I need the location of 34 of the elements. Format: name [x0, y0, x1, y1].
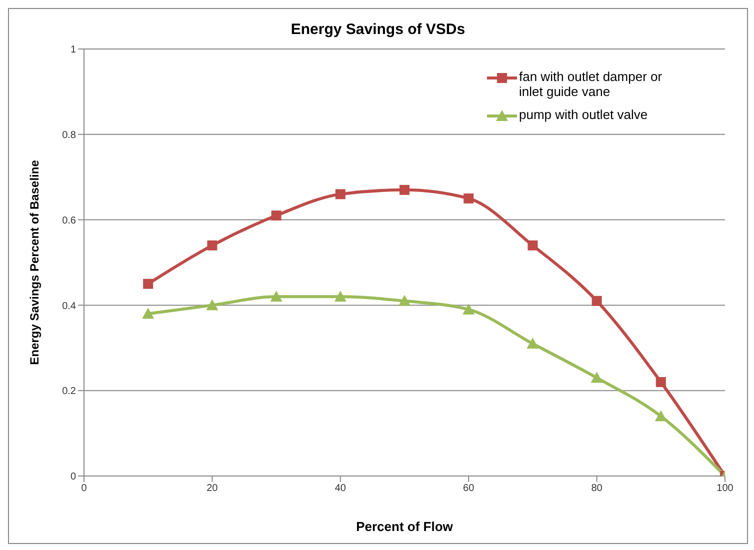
y-tick-label: 1: [70, 44, 76, 56]
x-tick-label: 20: [206, 483, 218, 494]
x-tick-label: 80: [591, 483, 603, 494]
point: [400, 184, 410, 195]
point: [656, 377, 666, 388]
point: [270, 290, 282, 302]
x-tick-label: 60: [463, 483, 475, 494]
legend-label: fan with outlet damper or inlet guide vane: [519, 69, 664, 99]
point: [526, 338, 539, 349]
point: [206, 299, 218, 310]
y-tick-label: 0.4: [62, 300, 76, 312]
point: [334, 290, 346, 302]
y-tick-label: 0: [70, 472, 76, 483]
point: [592, 296, 602, 306]
point: [143, 278, 154, 289]
y-axis-title: Energy Savings Percent of Baseline: [27, 160, 42, 365]
point: [590, 372, 603, 383]
point: [335, 189, 346, 200]
y-tick-label: 0.8: [62, 130, 76, 141]
chart-title: Energy Savings of VSDs: [290, 21, 466, 38]
point: [398, 294, 410, 306]
point: [271, 210, 282, 221]
point: [464, 193, 474, 204]
x-tick-label: 40: [334, 483, 346, 494]
point: [142, 308, 154, 319]
legend-label: pump with outlet valve: [519, 107, 648, 122]
x-axis-title: Percent of Flow: [356, 519, 454, 534]
point: [528, 240, 538, 250]
x-tick-label: 100: [716, 483, 734, 494]
point: [462, 303, 475, 314]
x-tick-label: 0: [81, 483, 88, 494]
y-tick-label: 0.2: [62, 386, 76, 398]
point: [207, 240, 218, 250]
y-tick-label: 0.6: [62, 215, 76, 226]
